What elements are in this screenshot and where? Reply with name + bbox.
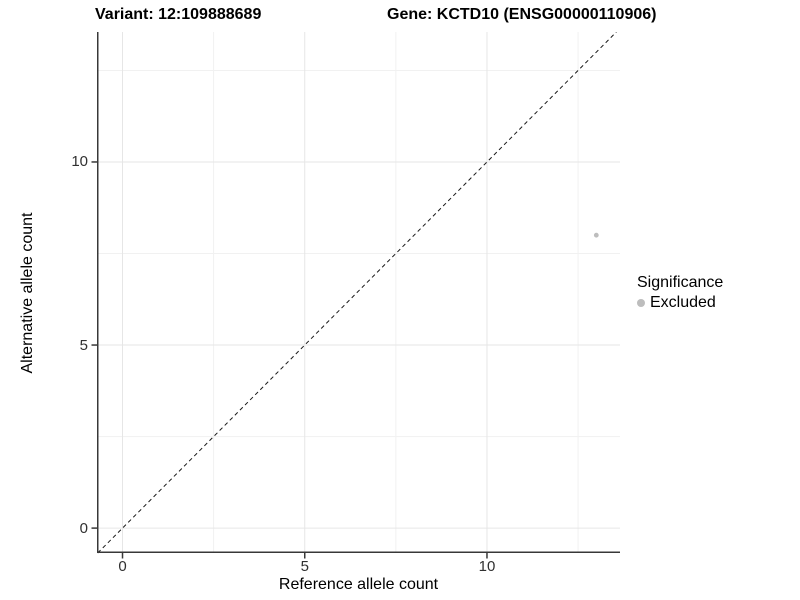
y-axis-title: Alternative allele count — [19, 212, 36, 374]
x-tick-label: 10 — [478, 558, 496, 575]
x-axis-title: Reference allele count — [278, 576, 439, 593]
legend-title: Significance — [637, 274, 724, 291]
legend-point-icon — [637, 299, 645, 307]
plot-title-variant: Variant: 12:109888689 — [95, 6, 262, 23]
x-tick-label: 5 — [300, 558, 309, 575]
data-point — [593, 232, 599, 238]
legend-entry-label: Excluded — [650, 294, 716, 311]
y-tick-label: 5 — [79, 336, 88, 354]
plot-panel — [91, 32, 620, 559]
y-tick-label: 0 — [79, 519, 88, 537]
legend-entry: Excluded — [637, 294, 723, 312]
identity-dashed-line — [97, 32, 617, 554]
y-tick-label: 10 — [71, 153, 88, 171]
plot-title-gene: Gene: KCTD10 (ENSG00000110906) — [387, 6, 657, 23]
x-tick-label: 0 — [118, 558, 127, 575]
legend: Significance Excluded — [637, 274, 723, 312]
